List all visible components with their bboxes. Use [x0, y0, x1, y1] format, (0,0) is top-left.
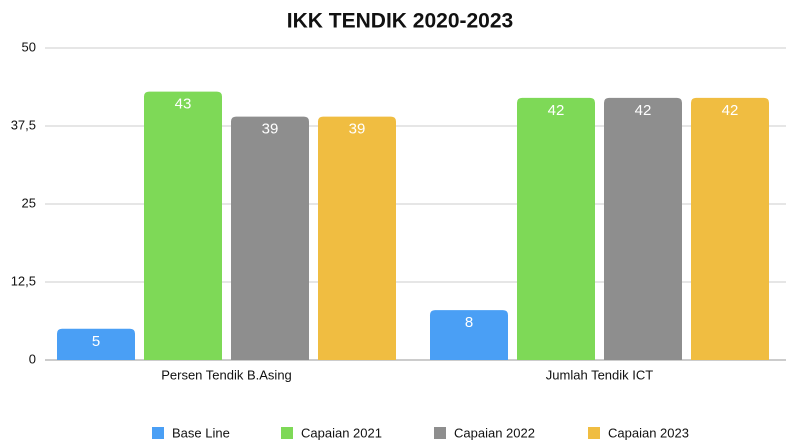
value-label: 42	[635, 102, 652, 119]
bar	[57, 328, 135, 360]
chart-title: IKK TENDIK 2020-2023	[287, 10, 513, 33]
bar	[517, 97, 595, 361]
legend-label: Capaian 2022	[454, 425, 535, 440]
x-tick-label: Jumlah Tendik ICT	[546, 367, 653, 382]
bar	[604, 97, 682, 361]
value-label: 8	[465, 314, 473, 331]
legend-label: Capaian 2021	[301, 425, 382, 440]
value-label: 5	[92, 333, 100, 350]
legend-swatch	[434, 427, 446, 439]
value-label: 39	[262, 121, 279, 138]
value-label: 42	[548, 102, 565, 119]
bar	[231, 116, 309, 360]
y-tick-label: 0	[29, 351, 36, 366]
x-tick-label: Persen Tendik B.Asing	[161, 367, 292, 382]
y-tick-label: 37,5	[11, 117, 36, 132]
y-tick-label: 50	[22, 39, 36, 54]
legend-swatch	[281, 427, 293, 439]
bar	[430, 310, 508, 360]
y-tick-label: 12,5	[11, 273, 36, 288]
y-tick-label: 25	[22, 195, 36, 210]
bar	[144, 91, 222, 361]
bar	[318, 116, 396, 360]
value-label: 42	[722, 102, 739, 119]
legend-swatch	[152, 427, 164, 439]
legend-swatch	[588, 427, 600, 439]
value-label: 43	[175, 96, 192, 113]
bar	[691, 97, 769, 361]
legend-label: Base Line	[172, 425, 230, 440]
value-label: 39	[349, 121, 366, 138]
legend-label: Capaian 2023	[608, 425, 689, 440]
